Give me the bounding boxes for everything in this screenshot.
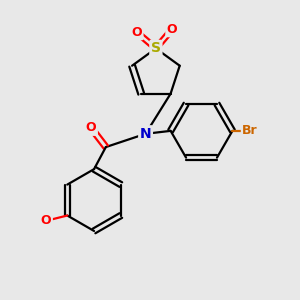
Text: S: S bbox=[151, 41, 161, 56]
Text: O: O bbox=[131, 26, 142, 39]
Text: Br: Br bbox=[242, 124, 258, 137]
Text: O: O bbox=[41, 214, 51, 227]
Text: N: N bbox=[140, 127, 152, 141]
Text: O: O bbox=[86, 122, 96, 134]
Text: O: O bbox=[167, 23, 177, 36]
